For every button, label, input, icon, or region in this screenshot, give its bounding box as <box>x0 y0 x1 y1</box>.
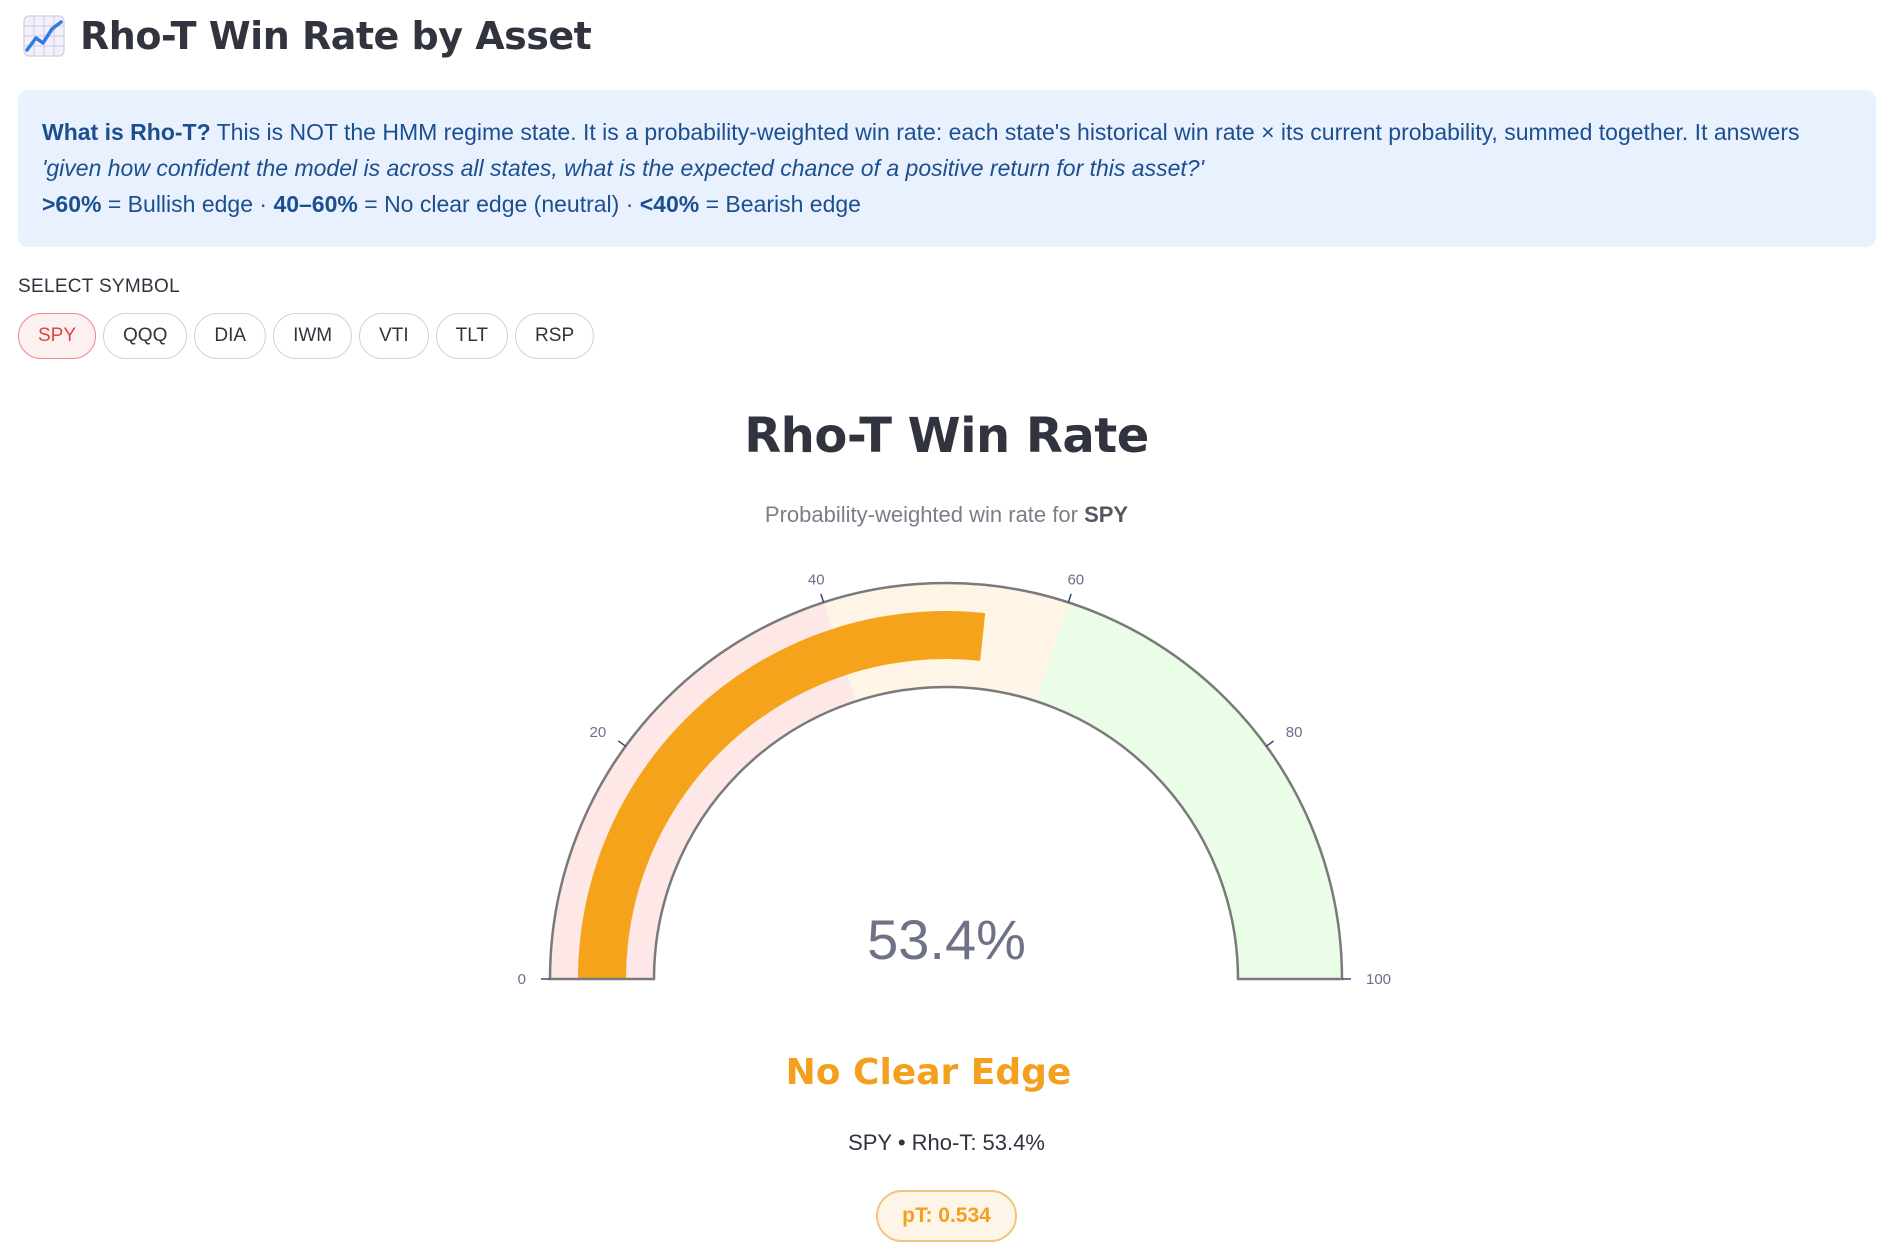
info-bull-threshold: >60% <box>42 191 102 217</box>
symbol-pill-dia[interactable]: DIA <box>194 313 267 359</box>
gauge-tick-label-80: 80 <box>1286 724 1303 741</box>
info-bear-text: = Bearish edge <box>699 191 861 217</box>
symbol-pill-iwm[interactable]: IWM <box>273 313 353 359</box>
summary-text: SPY • Rho-T: 53.4% <box>848 1130 1045 1155</box>
symbol-pill-qqq[interactable]: QQQ <box>103 313 188 359</box>
gauge-subtitle-text: Probability-weighted win rate for <box>764 502 1085 527</box>
gauge-value: 53.4% <box>867 908 1026 971</box>
gauge-tick-label-100: 100 <box>1366 971 1391 988</box>
gauge-tick-40 <box>820 593 825 603</box>
gauge-tick-60 <box>1067 593 1072 603</box>
symbol-pill-rsp[interactable]: RSP <box>515 313 595 359</box>
gauge-subtitle-symbol: SPY <box>1084 502 1129 527</box>
symbol-pill-spy[interactable]: SPY <box>18 313 97 359</box>
gauge-tick-20 <box>617 740 627 747</box>
gauge-title: Rho-T Win Rate <box>744 408 1149 464</box>
info-body: This is NOT the HMM regime state. It is … <box>210 119 1800 145</box>
gauge-band-2 <box>1036 602 1342 979</box>
pt-badge: pT: 0.534 <box>876 1190 1017 1242</box>
info-bear-threshold: <40% <box>639 191 700 217</box>
gauge-value-bar <box>578 610 986 979</box>
page-header: Rho-T Win Rate by Asset <box>22 14 592 58</box>
chart-increasing-icon <box>23 15 65 57</box>
edge-label: No Clear Edge <box>785 1052 1072 1093</box>
rho-t-info-box: What is Rho-T? This is NOT the HMM regim… <box>18 90 1876 247</box>
symbol-pill-vti[interactable]: VTI <box>359 313 429 359</box>
gauge-outline <box>548 581 1344 981</box>
info-neutral-threshold: 40–60% <box>273 191 358 217</box>
symbol-pill-group: SPY QQQ DIA IWM VTI TLT RSP <box>18 313 595 359</box>
info-question: 'given how confident the model is across… <box>42 155 1204 181</box>
gauge-tick-label-0: 0 <box>518 971 526 988</box>
gauge-tick-label-60: 60 <box>1067 572 1084 589</box>
gauge-tick-label-20: 20 <box>590 724 607 741</box>
page-title: Rho-T Win Rate by Asset <box>80 14 592 58</box>
symbol-pill-tlt[interactable]: TLT <box>435 313 509 359</box>
gauge-tick-label-40: 40 <box>808 572 825 589</box>
info-what-label: What is Rho-T? <box>42 119 211 145</box>
info-bull-text: = Bullish edge · <box>101 191 274 217</box>
select-symbol-label: SELECT SYMBOL <box>18 276 180 297</box>
info-neutral-text: = No clear edge (neutral) · <box>357 191 640 217</box>
gauge-tick-80 <box>1265 740 1275 747</box>
gauge-subtitle: Probability-weighted win rate for SPY <box>0 502 1893 528</box>
